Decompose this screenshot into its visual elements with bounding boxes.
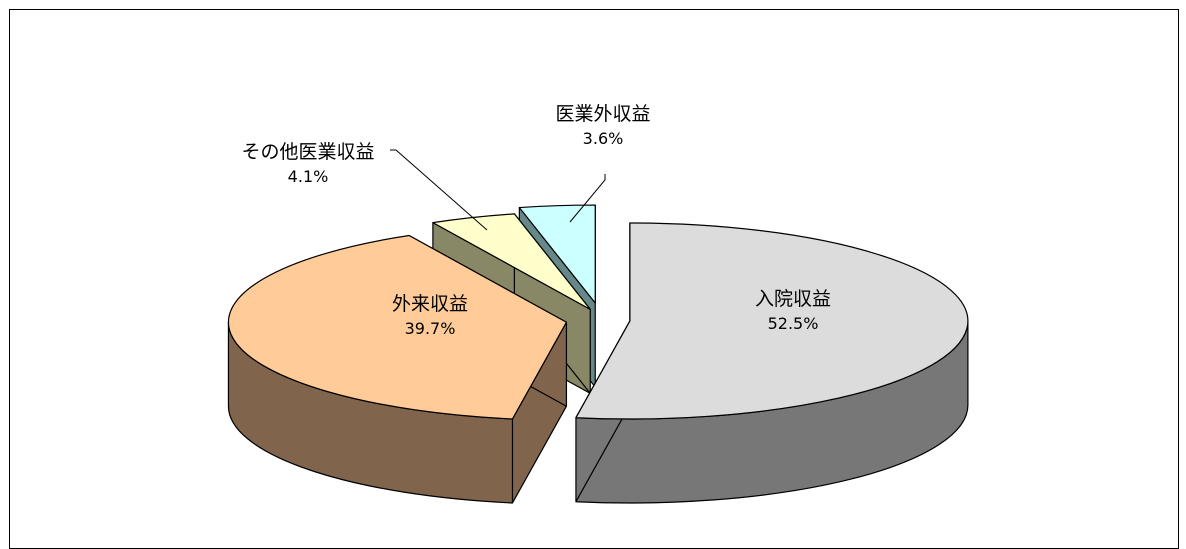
- slice-top-0: [575, 222, 969, 420]
- slice-label-value-0: 52.5%: [768, 314, 819, 333]
- leader-lines-layer: [390, 149, 606, 231]
- slice-label-value-1: 39.7%: [405, 319, 456, 338]
- slice-top-3: [518, 204, 596, 304]
- slice-label-name-0: 入院収益: [755, 288, 831, 310]
- slice-top-1: [227, 234, 568, 420]
- labels-layer: 入院収益 52.5% 外来収益 39.7% その他医業収益 4.1% 医業外収益…: [241, 103, 831, 338]
- leader-line-2: [390, 149, 488, 231]
- pie-tops-layer: [227, 204, 969, 420]
- slice-label-name-1: 外来収益: [392, 293, 468, 315]
- slice-label-value-3: 3.6%: [583, 129, 624, 148]
- slice-label-name-2: その他医業収益: [241, 141, 374, 163]
- slice-label-name-3: 医業外収益: [555, 103, 650, 125]
- slice-label-value-2: 4.1%: [288, 167, 329, 186]
- leader-line-3: [569, 174, 606, 223]
